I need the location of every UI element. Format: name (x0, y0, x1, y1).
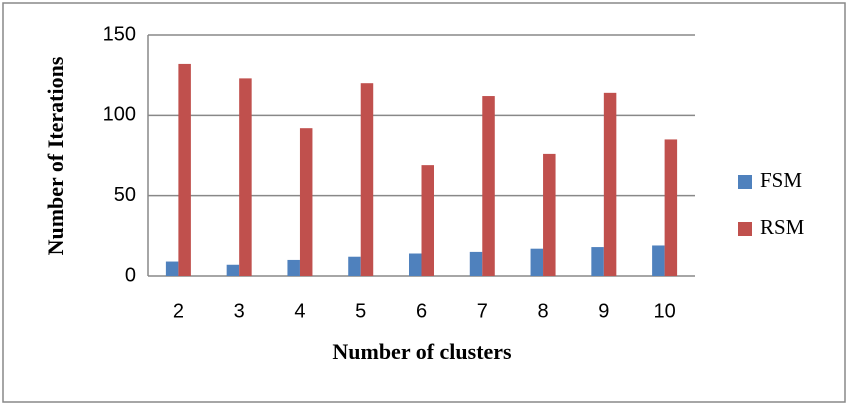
bar (530, 248, 544, 276)
y-tick-label: 0 (125, 264, 136, 286)
bar (348, 256, 361, 276)
bar (239, 78, 252, 276)
bar (421, 165, 434, 276)
bar (299, 128, 313, 276)
bar (603, 92, 617, 276)
y-axis-title: Number of Iterations (43, 56, 68, 255)
x-tick-label: 4 (294, 300, 305, 322)
y-tick-label: 50 (114, 184, 136, 206)
x-tick-label: 9 (598, 300, 609, 322)
bar (165, 261, 179, 276)
bar (287, 259, 300, 276)
x-tick-label: 2 (173, 300, 184, 322)
x-axis-title: Number of clusters (332, 339, 512, 364)
bar (469, 251, 483, 276)
bar (178, 63, 191, 276)
legend-swatch (738, 175, 752, 189)
x-tick-label: 10 (653, 300, 675, 322)
bar (360, 83, 374, 276)
y-tick-label: 100 (103, 104, 136, 126)
bar (591, 247, 604, 276)
x-tick-label: 5 (355, 300, 366, 322)
x-tick-label: 7 (477, 300, 488, 322)
x-tick-label: 8 (537, 300, 548, 322)
bar (664, 139, 678, 276)
bar (409, 253, 422, 276)
bar (226, 264, 240, 276)
bar (652, 245, 665, 276)
bar (482, 96, 495, 276)
legend-label: RSM (760, 215, 805, 239)
legend-swatch (738, 222, 752, 236)
bar (543, 153, 556, 276)
x-tick-label: 6 (416, 300, 427, 322)
x-tick-label: 3 (234, 300, 245, 322)
legend-label: FSM (760, 168, 802, 192)
y-tick-label: 150 (103, 23, 136, 45)
